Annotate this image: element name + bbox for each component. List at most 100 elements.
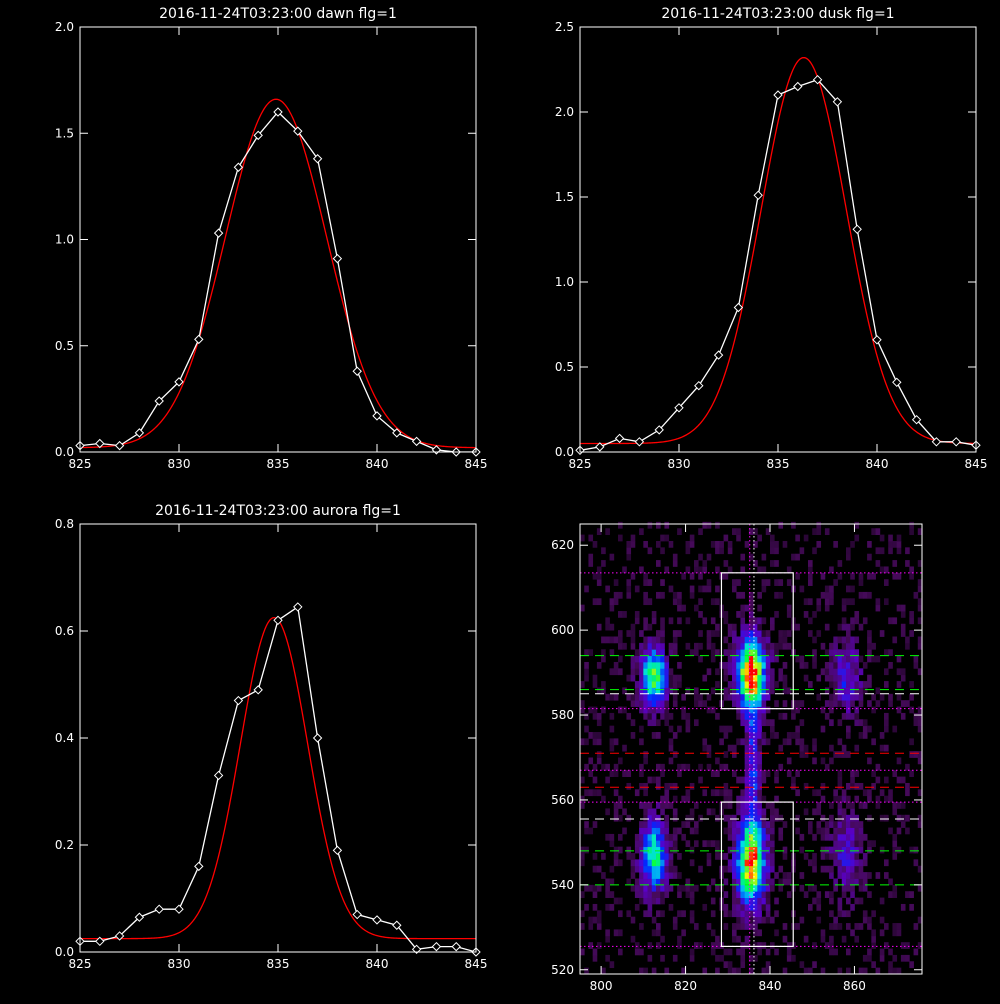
- image-heatmap-cell: [774, 910, 779, 918]
- image-heatmap-cell: [888, 617, 893, 625]
- image-heatmap-cell: [761, 566, 767, 574]
- dawn-xtick-label: 835: [267, 457, 290, 471]
- image-heatmap-cell: [694, 821, 699, 828]
- image-heatmap-cell: [812, 853, 817, 860]
- image-heatmap-cell: [592, 954, 598, 962]
- image-heatmap-cell: [744, 903, 750, 911]
- image-heatmap-cell: [744, 649, 750, 657]
- image-ytick-label: 520: [551, 963, 574, 977]
- image-heatmap-cell: [858, 923, 864, 930]
- image-heatmap-cell: [850, 878, 855, 886]
- image-heatmap-cell: [917, 821, 923, 828]
- image-heatmap-cell: [634, 611, 640, 618]
- image-heatmap-cell: [748, 770, 754, 777]
- image-heatmap-cell: [651, 865, 657, 873]
- image-heatmap-cell: [829, 897, 834, 905]
- image-heatmap-cell: [668, 865, 674, 873]
- image-heatmap-cell: [710, 540, 716, 548]
- image-heatmap-cell: [761, 719, 767, 727]
- image-heatmap-cell: [765, 802, 771, 809]
- image-heatmap-cell: [782, 853, 788, 860]
- image-heatmap-cell: [774, 948, 779, 956]
- image-heatmap-cell: [736, 712, 741, 720]
- image-heatmap-cell: [786, 770, 792, 777]
- image-heatmap-cell: [710, 617, 716, 625]
- image-heatmap-cell: [744, 725, 750, 733]
- image-heatmap-cell: [753, 814, 758, 822]
- image-heatmap-cell: [753, 763, 758, 771]
- image-heatmap-cell: [862, 884, 868, 892]
- image-heatmap-cell: [770, 560, 775, 567]
- image-heatmap-cell: [748, 744, 754, 752]
- image-heatmap-cell: [748, 967, 754, 975]
- image-heatmap-cell: [618, 636, 623, 644]
- image-heatmap-cell: [748, 706, 754, 714]
- image-heatmap-cell: [744, 878, 750, 886]
- image-heatmap-cell: [584, 884, 589, 892]
- image-heatmap-cell: [698, 528, 703, 536]
- image-heatmap-cell: [829, 833, 834, 841]
- image-heatmap-cell: [626, 712, 632, 720]
- image-heatmap-cell: [706, 923, 712, 930]
- image-heatmap-cell: [639, 827, 644, 835]
- image-heatmap-cell: [736, 591, 741, 599]
- image-heatmap-cell: [867, 814, 872, 822]
- image-heatmap-cell: [664, 891, 670, 898]
- image-heatmap-cell: [664, 534, 670, 542]
- image-heatmap-cell: [837, 560, 843, 567]
- image-heatmap-cell: [850, 661, 855, 669]
- image-heatmap-cell: [833, 687, 838, 695]
- image-heatmap-cell: [841, 649, 847, 657]
- image-heatmap-cell: [761, 642, 767, 650]
- image-heatmap-cell: [736, 668, 741, 676]
- image-heatmap-cell: [888, 967, 893, 975]
- image-heatmap-cell: [681, 706, 686, 714]
- image-heatmap-cell: [753, 770, 758, 777]
- image-heatmap-cell: [888, 948, 893, 956]
- dusk-data-point: [951, 437, 961, 447]
- image-heatmap-cell: [799, 655, 805, 663]
- image-heatmap-cell: [786, 954, 792, 962]
- image-heatmap-cell: [698, 572, 703, 580]
- image-heatmap-cell: [698, 566, 703, 574]
- image-heatmap-cell: [715, 846, 720, 854]
- image-heatmap-cell: [660, 935, 665, 943]
- image-heatmap-cell: [875, 547, 881, 555]
- image-heatmap-cell: [664, 865, 670, 873]
- image-heatmap-cell: [770, 623, 775, 631]
- image-heatmap-cell: [808, 967, 813, 975]
- image-heatmap-cell: [613, 693, 619, 701]
- image-heatmap-cell: [677, 891, 682, 898]
- image-heatmap-cell: [829, 693, 834, 701]
- image-heatmap-cell: [765, 865, 771, 873]
- image-heatmap-cell: [879, 954, 885, 962]
- dusk-ytick-label: 0.0: [555, 445, 574, 459]
- image-heatmap-cell: [757, 706, 762, 714]
- image-heatmap-cell: [618, 757, 623, 765]
- image-heatmap-cell: [630, 572, 636, 580]
- image-heatmap-cell: [917, 789, 923, 797]
- image-heatmap-cell: [639, 681, 644, 688]
- image-heatmap-cell: [854, 865, 860, 873]
- image-heatmap-cell: [778, 674, 784, 682]
- image-heatmap-cell: [723, 795, 729, 803]
- image-heatmap-cell: [761, 808, 767, 816]
- image-heatmap-cell: [862, 802, 868, 809]
- image-heatmap-cell: [854, 681, 860, 688]
- image-heatmap-cell: [660, 763, 665, 771]
- image-heatmap-cell: [609, 770, 615, 777]
- image-heatmap-cell: [757, 872, 762, 879]
- image-heatmap-cell: [736, 534, 741, 542]
- image-heatmap-cell: [643, 700, 648, 707]
- image-heatmap-cell: [803, 853, 809, 860]
- image-heatmap-cell: [833, 853, 838, 860]
- image-heatmap-cell: [672, 598, 678, 606]
- image-heatmap-cell: [892, 891, 898, 898]
- image-heatmap-cell: [795, 827, 800, 835]
- image-heatmap-cell: [706, 744, 712, 752]
- image-heatmap-cell: [647, 884, 653, 892]
- image-heatmap-cell: [710, 840, 716, 848]
- image-heatmap-cell: [664, 846, 670, 854]
- image-heatmap-cell: [592, 681, 598, 688]
- image-heatmap-cell: [744, 757, 750, 765]
